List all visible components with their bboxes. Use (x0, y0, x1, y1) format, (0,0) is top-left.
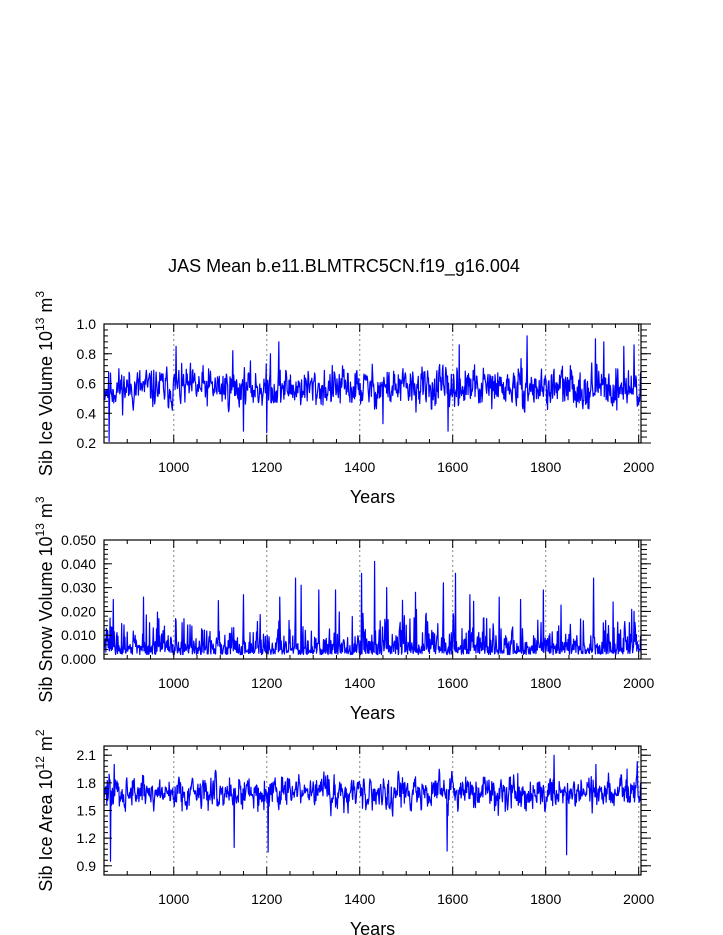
data-series-line (103, 560, 642, 656)
y-axis-title: Sib Ice Area 1012 m2 (33, 729, 56, 891)
x-axis-title: Years (350, 919, 395, 935)
y-tick-label: 0.030 (61, 580, 96, 596)
x-tick-label: 1200 (251, 675, 282, 691)
x-tick-label: 1800 (530, 891, 561, 907)
y-axis-title-unit: m (36, 503, 56, 523)
x-tick-label: 1600 (437, 675, 468, 691)
y-tick-label: 0.9 (77, 858, 97, 874)
y-tick-label: 1.8 (77, 775, 97, 791)
y-axis-title-unit: m (36, 736, 56, 756)
y-tick-label: 0.000 (61, 651, 96, 667)
plot-frame (103, 539, 642, 660)
y-tick-label: 2.1 (77, 747, 97, 763)
y-axis-title: Sib Snow Volume 1013 m3 (33, 496, 56, 702)
x-tick-label: 2000 (623, 675, 654, 691)
y-axis-title-unit-exponent: 2 (33, 729, 47, 736)
chart-panel-3: 1000 1200 1400 1600 1800 2000 0.9 1.2 1.5 1.8 2.1 Y… (33, 729, 654, 935)
figure-title: JAS Mean b.e11.BLMTRC5CN.f19_g16.004 (168, 256, 520, 277)
y-axis-title-main: Sib Ice Area 10 (36, 769, 56, 891)
x-tick-label: 1400 (344, 891, 375, 907)
chart-panel-1: 1000 1200 1400 1600 1800 2000 0.2 0.4 0.6 0.8 1.0 Y… (33, 291, 654, 507)
y-axis-title-unit-exponent: 3 (33, 291, 47, 298)
x-axis-title: Years (350, 703, 395, 723)
data-series-line (103, 335, 642, 443)
y-tick-label: 0.6 (77, 376, 97, 392)
y-tick-label: 1.0 (77, 316, 97, 332)
x-axis-title: Years (350, 487, 395, 507)
y-tick-label: 1.2 (77, 830, 97, 846)
x-tick-label: 2000 (623, 459, 654, 475)
y-axis-title-main: Sib Ice Volume 10 (36, 331, 56, 476)
panels: 1000 1200 1400 1600 1800 2000 0.2 0.4 0.6 0.8 1.0 Y… (33, 291, 654, 935)
y-tick-label: 0.050 (61, 532, 96, 548)
y-axis-title-exponent: 13 (33, 317, 47, 331)
x-tick-label: 2000 (623, 891, 654, 907)
y-axis-title-exponent: 13 (33, 523, 47, 537)
chart-panel-2: 1000 1200 1400 1600 1800 2000 0.000 0.010 0.020 0… (33, 496, 654, 723)
x-tick-label: 1800 (530, 459, 561, 475)
y-axis-title: Sib Ice Volume 1013 m3 (33, 291, 56, 476)
data-series-line (103, 754, 642, 862)
x-tick-label: 1000 (158, 459, 189, 475)
y-tick-label: 0.040 (61, 556, 96, 572)
x-tick-label: 1200 (251, 459, 282, 475)
y-axis-title-unit: m (36, 298, 56, 318)
x-tick-label: 1800 (530, 675, 561, 691)
y-axis-title-unit-exponent: 3 (33, 496, 47, 503)
y-tick-label: 0.4 (77, 405, 97, 421)
x-tick-label: 1400 (344, 675, 375, 691)
x-tick-label: 1400 (344, 459, 375, 475)
y-tick-label: 1.5 (77, 803, 97, 819)
x-tick-label: 1000 (158, 891, 189, 907)
y-tick-label: 0.8 (77, 346, 97, 362)
x-tick-label: 1600 (437, 459, 468, 475)
x-tick-label: 1000 (158, 675, 189, 691)
y-axis-title-main: Sib Snow Volume 10 (36, 536, 56, 702)
x-tick-label: 1600 (437, 891, 468, 907)
x-tick-label: 1200 (251, 891, 282, 907)
y-tick-label: 0.010 (61, 627, 96, 643)
y-tick-label: 0.020 (61, 603, 96, 619)
y-tick-label: 0.2 (77, 435, 97, 451)
y-axis-title-exponent: 12 (33, 756, 47, 770)
